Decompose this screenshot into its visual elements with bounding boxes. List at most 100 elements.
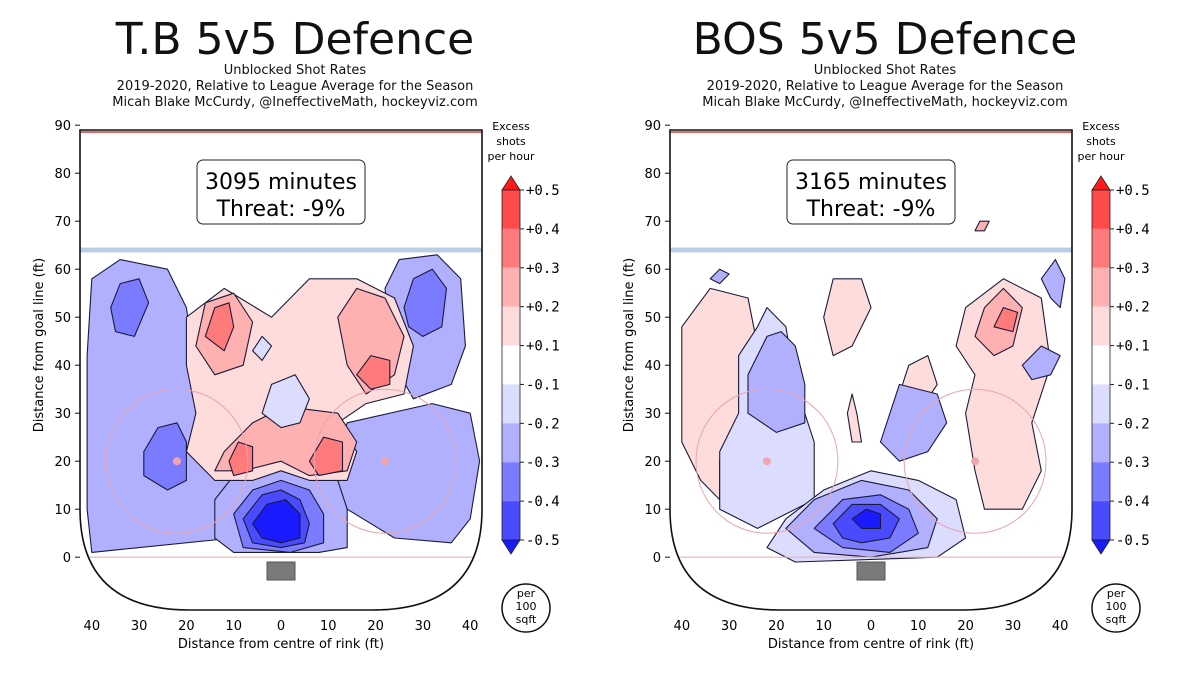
contour-region-18 <box>974 220 990 232</box>
colorbar-label: -0.4 <box>1116 494 1150 510</box>
colorbar-title: Excess <box>1082 120 1120 133</box>
x-tick-label: 40 <box>84 619 101 634</box>
contour-region-19 <box>252 335 273 361</box>
faceoff-circle-1 <box>903 388 1047 534</box>
contour-region-15 <box>356 355 391 390</box>
y-tick-label: 90 <box>644 119 661 134</box>
blue-line <box>80 247 482 253</box>
x-tick-label: 30 <box>131 619 148 634</box>
unit-label: sqft <box>516 613 537 626</box>
x-tick-label: 0 <box>277 619 285 634</box>
unit-circle <box>501 583 551 633</box>
y-tick-label: 30 <box>644 407 661 422</box>
y-tick-label: 40 <box>54 359 71 374</box>
goal-net <box>856 561 886 581</box>
y-tick-label: 70 <box>644 215 661 230</box>
colorbar-segment <box>1092 384 1110 424</box>
x-tick-label: 30 <box>721 619 738 634</box>
unit-label: sqft <box>1106 613 1127 626</box>
chart-title: T.B 5v5 Defence <box>115 14 475 65</box>
unit-label: 100 <box>516 600 537 613</box>
colorbar-label: +0.1 <box>1116 339 1150 355</box>
colorbar-label: -0.4 <box>526 494 560 510</box>
chart-title: BOS 5v5 Defence <box>692 14 1078 65</box>
colorbar-segment <box>502 228 520 268</box>
contour-region-2 <box>327 403 481 544</box>
colorbar-segment <box>502 384 520 424</box>
colorbar-label: +0.2 <box>1116 300 1150 316</box>
colorbar-segment <box>1092 306 1110 346</box>
colorbar-label: +0.3 <box>1116 261 1150 277</box>
colorbar-label: +0.3 <box>526 261 560 277</box>
x-tick-label: 40 <box>674 619 691 634</box>
x-tick-label: 20 <box>178 619 195 634</box>
colorbar-title: shots <box>1086 135 1116 148</box>
colorbar-label: +0.4 <box>1116 222 1150 238</box>
credit-line: Micah Blake McCurdy, @IneffectiveMath, h… <box>112 95 478 110</box>
contour-region-1 <box>823 278 872 357</box>
colorbar-label: -0.2 <box>1116 416 1150 432</box>
colorbar-top-arrow <box>1091 175 1111 191</box>
rink-boards <box>669 129 1073 611</box>
x-axis-label: Distance from centre of rink (ft) <box>768 637 974 652</box>
colorbar-segment <box>1092 462 1110 502</box>
contour-region-15 <box>851 508 882 529</box>
annotation-frame <box>196 159 366 225</box>
x-tick-label: 20 <box>957 619 974 634</box>
y-tick-label: 80 <box>644 167 661 182</box>
faceoff-dot-0 <box>762 457 771 466</box>
y-tick-label: 40 <box>644 359 661 374</box>
annotation-threat: Threat: -9% <box>806 197 936 222</box>
faceoff-dot-0 <box>172 457 181 466</box>
x-tick-label: 40 <box>462 619 479 634</box>
contour-region-18 <box>261 374 310 429</box>
y-tick-label: 60 <box>54 263 71 278</box>
x-tick-label: 40 <box>1052 619 1069 634</box>
unit-label: per <box>517 587 536 600</box>
chart-subtitle: Unblocked Shot Rates <box>813 63 957 78</box>
colorbar-title: Excess <box>492 120 530 133</box>
colorbar-segment <box>502 501 520 540</box>
y-tick-label: 70 <box>54 215 71 230</box>
colorbar-label: -0.2 <box>526 416 560 432</box>
x-tick-label: 10 <box>225 619 242 634</box>
colorbar-segment <box>1092 501 1110 540</box>
y-tick-label: 10 <box>644 503 661 518</box>
colorbar-segment <box>502 306 520 346</box>
y-tick-label: 0 <box>63 551 71 566</box>
colorbar-label: -0.1 <box>526 377 560 393</box>
faceoff-circle-0 <box>105 388 249 534</box>
colorbar-label: +0.2 <box>526 300 560 316</box>
season-line: 2019-2020, Relative to League Average fo… <box>116 79 474 94</box>
chart-panel-tb: T.B 5v5 Defence Unblocked Shot Rates 201… <box>0 0 590 675</box>
unit-label: 100 <box>1106 600 1127 613</box>
colorbar-label: -0.3 <box>1116 455 1150 471</box>
colorbar: Excess shots per hour +0.5 +0.4 +0.3 +0.2 +0.1 -… <box>488 120 560 555</box>
colorbar-label: +0.5 <box>1116 183 1150 199</box>
heatmap-layer <box>670 220 1072 563</box>
y-axis-label: Distance from goal line (ft) <box>622 258 637 432</box>
x-tick-label: 10 <box>815 619 832 634</box>
x-tick-label: 0 <box>867 619 875 634</box>
x-tick-label: 30 <box>415 619 432 634</box>
colorbar-segment <box>1092 423 1110 463</box>
x-tick-label: 20 <box>768 619 785 634</box>
colorbar-label: +0.5 <box>526 183 560 199</box>
colorbar-segment <box>502 267 520 307</box>
contour-region-3 <box>110 278 150 337</box>
contour-region-17 <box>993 307 1019 333</box>
x-tick-label: 20 <box>367 619 384 634</box>
contour-region-7 <box>709 268 730 285</box>
heatmap-layer <box>80 247 482 558</box>
contour-region-10 <box>879 383 948 462</box>
colorbar-segment <box>502 345 520 385</box>
annotation-minutes: 3165 minutes <box>795 170 947 195</box>
chart-subtitle: Unblocked Shot Rates <box>223 63 367 78</box>
contour-region-9 <box>1021 345 1061 381</box>
unit-label: per <box>1107 587 1126 600</box>
contour-region-17 <box>308 436 344 477</box>
rink-boards <box>79 129 483 611</box>
y-tick-label: 90 <box>54 119 71 134</box>
